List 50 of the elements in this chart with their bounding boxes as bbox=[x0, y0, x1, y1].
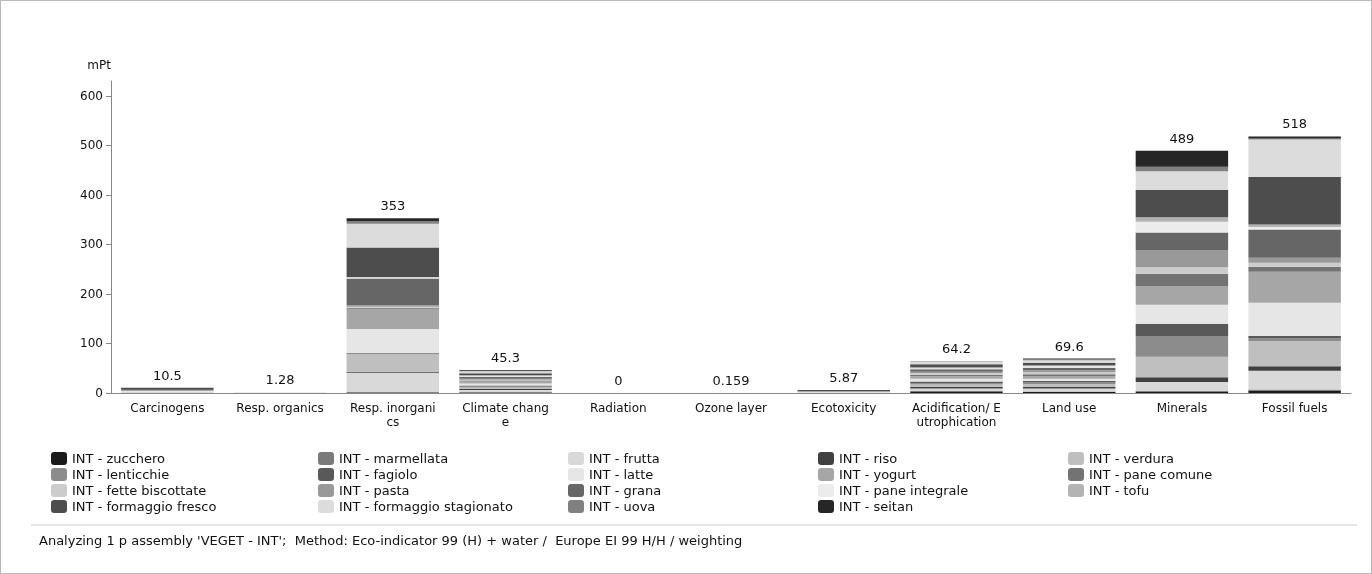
y-tick-label: 400 bbox=[80, 187, 103, 202]
legend-label: INT - lenticchie bbox=[72, 467, 170, 482]
legend-label: INT - fette biscottate bbox=[72, 483, 207, 498]
legend-label: INT - grana bbox=[589, 483, 662, 498]
x-tick-label: Ecotoxicity bbox=[811, 401, 877, 415]
total-label: 0 bbox=[614, 373, 623, 388]
x-tick-label: Ozone layer bbox=[695, 401, 768, 415]
x-tick-label: Radiation bbox=[589, 401, 647, 415]
y-tick-label: 100 bbox=[80, 336, 103, 351]
legend-label: INT - fagiolo bbox=[339, 467, 418, 482]
x-tick-label: Land use bbox=[1042, 401, 1097, 415]
legend-label: INT - verdura bbox=[1089, 451, 1175, 466]
x-tick-label: Resp. inorganics bbox=[350, 401, 436, 429]
total-label: 10.5 bbox=[152, 367, 182, 383]
legend-label: INT - yogurt bbox=[839, 467, 917, 482]
total-label: 45.3 bbox=[491, 350, 521, 366]
legend-label: INT - latte bbox=[589, 467, 654, 482]
legend-label: INT - riso bbox=[839, 451, 898, 466]
legend-label: INT - seitan bbox=[839, 499, 914, 514]
total-label: 64.2 bbox=[941, 341, 971, 357]
total-label: 69.6 bbox=[1054, 338, 1084, 354]
y-tick-label: 0 bbox=[95, 386, 103, 400]
total-label: 518 bbox=[1282, 116, 1308, 132]
y-tick-label: 300 bbox=[80, 237, 103, 252]
total-label: 489 bbox=[1169, 130, 1195, 146]
total-label: 5.87 bbox=[829, 370, 859, 386]
legend-label: INT - pane integrale bbox=[839, 483, 969, 498]
x-tick-label: Fossil fuels bbox=[1261, 401, 1328, 415]
total-label: 1.28 bbox=[265, 372, 295, 388]
legend-label: INT - tofu bbox=[1089, 483, 1150, 498]
y-axis-title: mPt bbox=[87, 58, 112, 72]
text: Analyzing 1 p assembly 'VEGET - INT'; Method: Eco-indicator 99 (H) + water / Europe EI 99 H/H / weighting bbox=[39, 533, 743, 548]
legend-label: INT - marmellata bbox=[339, 451, 449, 466]
total-label: 0.159 bbox=[712, 372, 750, 388]
x-tick-label: Resp. organics bbox=[236, 401, 324, 415]
y-tick-label: 600 bbox=[80, 88, 103, 103]
legend-label: INT - formaggio stagionato bbox=[339, 499, 513, 514]
legend-label: INT - pasta bbox=[339, 483, 410, 498]
x-tick-label: Climate change bbox=[462, 401, 549, 429]
x-tick-label: Acidification/ Eutrophication bbox=[912, 401, 1001, 429]
legend-label: INT - pane comune bbox=[1089, 467, 1213, 482]
legend-label: INT - formaggio fresco bbox=[72, 499, 217, 514]
x-tick-label: Carcinogens bbox=[130, 401, 205, 415]
x-tick-label: Minerals bbox=[1156, 401, 1208, 415]
legend-label: INT - zucchero bbox=[72, 451, 166, 466]
y-tick-label: 200 bbox=[80, 286, 103, 301]
y-tick-label: 500 bbox=[80, 138, 103, 153]
total-label: 353 bbox=[380, 198, 406, 214]
legend-label: INT - frutta bbox=[589, 451, 660, 466]
legend-label: INT - uova bbox=[589, 499, 656, 514]
